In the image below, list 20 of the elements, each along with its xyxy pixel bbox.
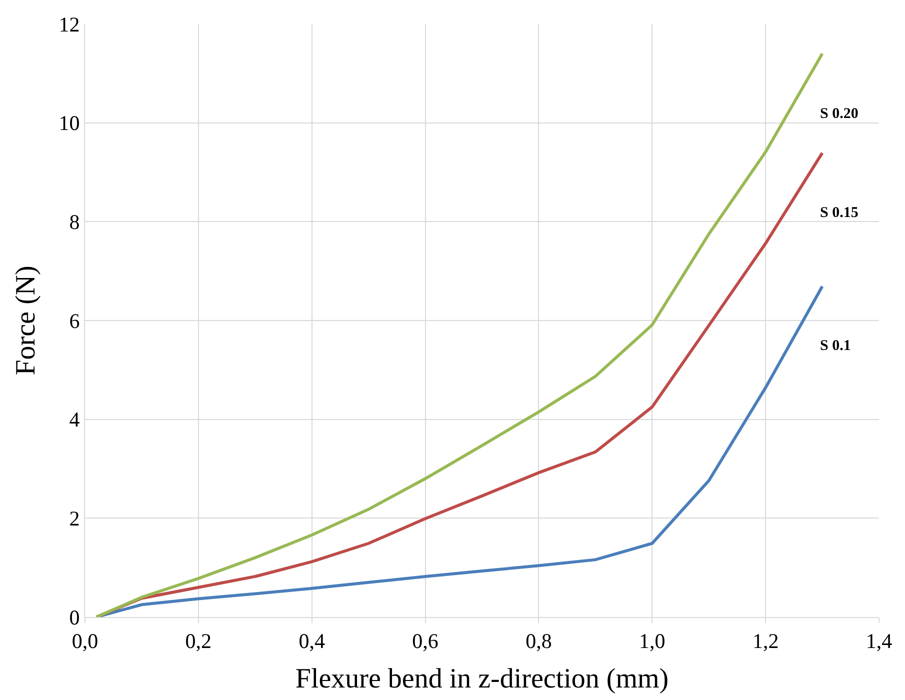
y-tick-label: 0 — [69, 605, 80, 630]
y-tick-label: 10 — [58, 111, 80, 136]
y-tick-label: 12 — [58, 12, 80, 36]
x-tick-label: 0,4 — [298, 629, 326, 654]
series-label: S 0.20 — [820, 106, 858, 122]
x-tick-label: 1,4 — [866, 629, 893, 654]
series-label: S 0.15 — [820, 205, 858, 221]
series-label: S 0.1 — [820, 338, 851, 354]
y-tick-label: 2 — [69, 506, 80, 531]
x-tick-label: 0,8 — [526, 629, 552, 654]
y-axis-title: Force (N) — [10, 266, 42, 376]
x-tick-label: 1,2 — [752, 629, 779, 654]
x-tick-label: 0,0 — [72, 629, 98, 654]
x-tick-label: 1,0 — [639, 629, 666, 654]
x-axis-title: Flexure bend in z-direction (mm) — [295, 663, 669, 694]
y-tick-label: 6 — [69, 308, 80, 333]
y-tick-label: 4 — [69, 408, 80, 432]
x-tick-label: 0,2 — [185, 629, 212, 654]
y-tick-label: 8 — [69, 210, 80, 234]
x-tick-label: 0,6 — [412, 629, 438, 654]
